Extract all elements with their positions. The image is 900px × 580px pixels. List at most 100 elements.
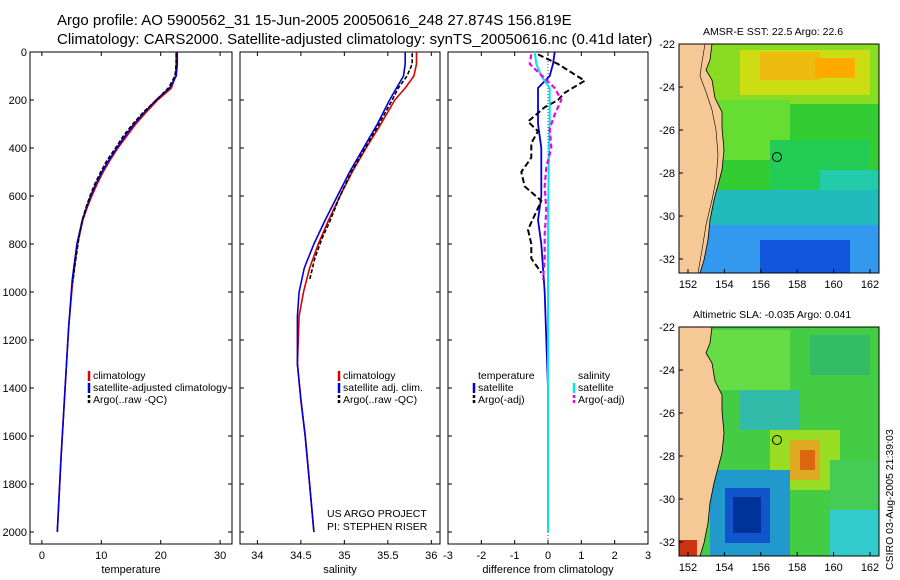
- map-xtick-label: 154: [715, 279, 733, 291]
- map-ytick-label: -26: [659, 125, 675, 137]
- difference-from-climatology-xtick-label: -2: [476, 550, 486, 562]
- salinity-panel: 34 34.5 35 35.5 36 salinity climatologysatelli…: [239, 51, 441, 576]
- salinity-profile-xtick-label: 36: [425, 550, 437, 562]
- difference-from-climatology-xtick-label: -1: [510, 550, 520, 562]
- map-xtick-label: 158: [788, 562, 806, 574]
- map-sst-land: [679, 44, 724, 273]
- map-sla-title: Altimetric SLA: -0.035 Argo: 0.041: [693, 309, 851, 321]
- map-xtick-label: 162: [861, 279, 879, 291]
- map-sla-cold-core: [733, 497, 761, 533]
- salinity-profile-frame: [239, 51, 441, 545]
- map-sla-corner-high: [679, 540, 697, 556]
- title-line-2: Climatology: CARS2000. Satellite-adjuste…: [57, 31, 652, 48]
- salinity-profile-legend-label-a0: climatology: [343, 370, 396, 382]
- depth-tick-label: 1600: [3, 431, 27, 443]
- difference-from-climatology-series-temperature-satellite: [537, 51, 556, 532]
- temperature-profile-series-climatology: [56, 52, 177, 533]
- map-ytick-label: -24: [659, 82, 675, 94]
- map-sla-axes: -22 -24 -26 -28 -30 -32 152 154 156 158 160 162: [659, 322, 879, 574]
- difference-from-climatology-legend-label-r1: satellite: [578, 382, 614, 394]
- difference-from-climatology-series-salinity-argo-adj-: [528, 54, 563, 281]
- difference-from-climatology-series-salinity-satellite: [533, 51, 551, 532]
- temperature-profile-series-argo-raw-qc-: [72, 53, 177, 283]
- temperature-profile-frame: [29, 51, 233, 545]
- map-sla-patch-c: [740, 390, 800, 430]
- map-ytick-label: -28: [659, 168, 675, 180]
- map-sst-coastline: [699, 44, 725, 273]
- difference-from-climatology-xtick-label: 1: [578, 550, 584, 562]
- salinity-profile-xtick-label: 34.5: [290, 550, 311, 562]
- map-ytick-label: -28: [659, 451, 675, 463]
- depth-tick-label: 600: [9, 191, 27, 203]
- map-xtick-label: 156: [752, 279, 770, 291]
- temperature-profile-xtick-label: 0: [39, 550, 45, 562]
- map-ytick-label: -26: [659, 408, 675, 420]
- depth-tick-label: 0: [21, 47, 27, 59]
- difference-from-climatology-legend-label-l0: temperature: [478, 370, 535, 382]
- temperature-profile-xtick-label: 30: [214, 550, 226, 562]
- difference-from-climatology-xtick-label: 3: [645, 550, 651, 562]
- difference-from-climatology-series-temperature-argo-adj-: [520, 53, 586, 274]
- temperature-profile-legend-label-a1: satellite-adjusted climatology: [93, 382, 228, 394]
- map-sla-patch-f: [830, 510, 879, 556]
- temperature-profile-legend-label-a2: Argo(..raw -QC): [93, 394, 167, 406]
- map-ytick-label: -30: [659, 494, 675, 506]
- depth-tick-label: 1800: [3, 479, 27, 491]
- map-sst-axes: -22 -24 -26 -28 -30 -32 152 154 156 158 160 162: [659, 39, 879, 291]
- difference-from-climatology-legend-label-r0: salinity: [578, 370, 611, 382]
- map-sla-argo-marker: [772, 435, 782, 445]
- map-sst-orange-zone: [760, 52, 820, 80]
- map-sla-coastline: [699, 327, 725, 556]
- map-ytick-label: -22: [659, 322, 675, 334]
- temperature-profile-xlabel: temperature: [101, 564, 160, 576]
- salinity-profile-legend-label-a1: satellite adj. clim.: [343, 382, 423, 394]
- difference-from-climatology-legend-label-l1: satellite: [478, 382, 514, 394]
- map-sst-hot-spot: [815, 58, 855, 78]
- map-sla: [679, 327, 879, 556]
- map-sst-argo-marker: [772, 152, 782, 162]
- map-sst-title: AMSR-E SST: 22.5 Argo: 22.6: [703, 26, 843, 38]
- difference-from-climatology-xlabel: difference from climatology: [482, 564, 614, 576]
- map-ytick-label: -32: [659, 537, 675, 549]
- salinity-profile-xtick-label: 34: [251, 550, 263, 562]
- map-xtick-label: 158: [788, 279, 806, 291]
- difference-from-climatology-legend-label-l2: Argo(-adj): [478, 394, 525, 406]
- salinity-profile-legend-label-a2: Argo(..raw -QC): [343, 394, 417, 406]
- temperature-profile-series-satellite-adjusted-climatology: [56, 52, 179, 533]
- map-ytick-label: -32: [659, 254, 675, 266]
- map-xtick-label: 160: [824, 562, 842, 574]
- salinity-profile-xlabel: salinity: [323, 564, 357, 576]
- depth-tick-label: 1400: [3, 383, 27, 395]
- map-xtick-label: 152: [679, 279, 697, 291]
- depth-tick-label: 200: [9, 95, 27, 107]
- map-sst-frame: [678, 43, 880, 274]
- map-xtick-label: 160: [824, 279, 842, 291]
- credit-line-2: PI: STEPHEN RISER: [327, 521, 428, 533]
- map-xtick-label: 156: [752, 562, 770, 574]
- map-sst-bathymetry: [697, 44, 719, 273]
- temperature-profile-xtick-label: 20: [155, 550, 167, 562]
- map-sla-warm-core: [800, 450, 815, 470]
- credit-line-1: US ARGO PROJECT: [327, 508, 427, 520]
- depth-tick-label: 1200: [3, 335, 27, 347]
- temperature-profile-xtick-label: 10: [95, 550, 107, 562]
- depth-tick-label: 400: [9, 143, 27, 155]
- map-ytick-label: -24: [659, 365, 675, 377]
- map-sla-patch-b: [810, 335, 870, 375]
- difference-from-climatology-xtick-label: 2: [612, 550, 618, 562]
- difference-from-climatology-xtick-label: 0: [545, 550, 551, 562]
- salinity-profile-series-satellite-adj-clim-: [296, 52, 407, 533]
- map-sst: [679, 44, 879, 273]
- difference-from-climatology-xtick-label: -3: [443, 550, 453, 562]
- depth-tick-label: 2000: [3, 527, 27, 539]
- map-xtick-label: 152: [679, 562, 697, 574]
- map-ytick-label: -30: [659, 211, 675, 223]
- map-xtick-label: 162: [861, 562, 879, 574]
- map-sst-coldest: [760, 240, 850, 273]
- temperature-profile-legend-label-a0: climatology: [93, 370, 146, 382]
- timestamp-stamp: CSIRO 03-Aug-2005 21:39:03: [884, 429, 896, 570]
- salinity-profile-series-climatology: [296, 52, 418, 533]
- depth-tick-label: 800: [9, 239, 27, 251]
- map-sla-frame: [678, 326, 880, 557]
